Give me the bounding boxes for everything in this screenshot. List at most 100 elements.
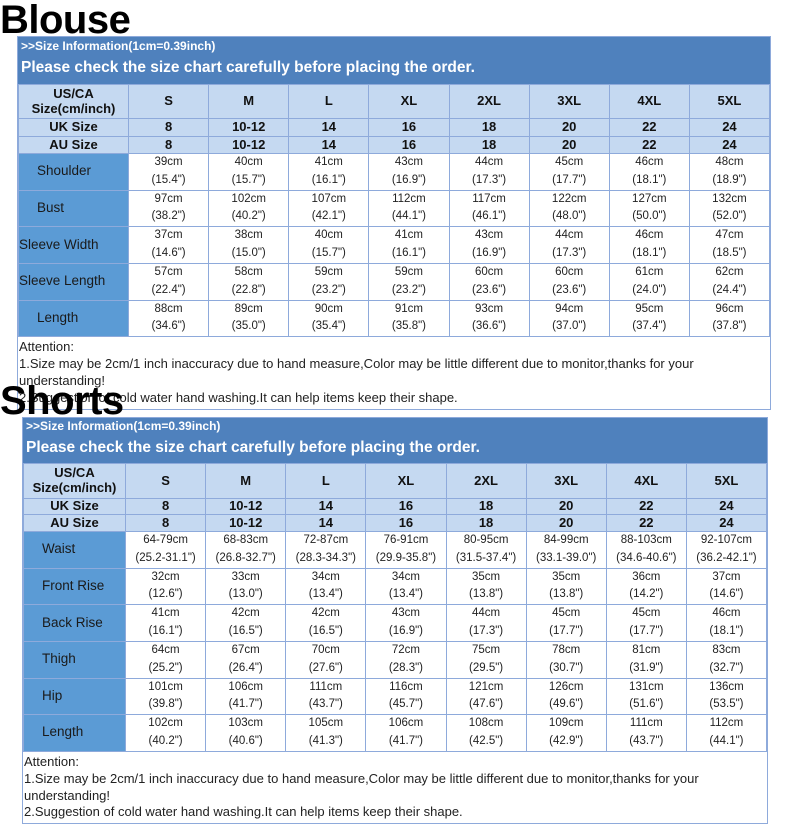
attention-heading: Attention: — [24, 753, 79, 769]
measurement-cell: 46cm (18.1") — [685, 604, 768, 642]
measurement-cell: 37cm (14.6") — [685, 567, 768, 606]
inch-value: (47.6") — [469, 698, 504, 711]
cm-value: 60cm — [555, 265, 584, 278]
cm-value: 38cm — [234, 229, 263, 242]
size-row-label: AU Size — [23, 514, 126, 532]
cm-value: 103cm — [228, 717, 263, 730]
measurement-cell: 105cm (41.3") — [285, 714, 367, 752]
cm-value: 64cm — [151, 643, 180, 656]
table-row: Length 88cm (34.6") 89cm (35.0") 90cm (35.4") 9… — [18, 299, 771, 338]
cm-value: 78cm — [552, 643, 581, 656]
inch-value: (18.1") — [632, 173, 667, 186]
measurement-cell: 80-95cm (31.5-37.4") — [445, 531, 527, 569]
attention-line: 2.Suggestion of cold water hand washing.… — [24, 804, 463, 820]
size-cell: 8 — [127, 118, 210, 137]
inch-value: (23.6") — [472, 283, 507, 296]
measurement-cell: 91cm (35.8") — [368, 299, 450, 338]
measurement-cell: 108cm (42.5") — [445, 714, 527, 752]
measurement-cell: 41cm (16.1") — [288, 153, 370, 191]
inch-value: (22.4") — [151, 283, 186, 296]
measurement-cell: 84-99cm (33.1-39.0") — [525, 531, 607, 569]
measurement-cell: 117cm (46.1") — [448, 189, 530, 228]
cm-value: 59cm — [394, 265, 423, 278]
inch-value: (38.2") — [151, 210, 186, 223]
inch-value: (40.6") — [228, 734, 263, 747]
size-cell: 18 — [445, 514, 527, 532]
inch-value: (18.1") — [632, 247, 667, 260]
cm-value: 70cm — [311, 643, 340, 656]
inch-value: (35.0") — [231, 320, 266, 333]
table-row: Sleeve Length 57cm (22.4") 58cm (22.8") 59cm (… — [18, 262, 771, 301]
inch-value: (40.2") — [231, 210, 266, 223]
inch-value: (17.7") — [629, 625, 664, 638]
cm-value: 42cm — [311, 607, 340, 620]
size-cell: 18 — [448, 136, 530, 154]
measurement-cell: 57cm (22.4") — [127, 262, 210, 301]
size-cell: 24 — [688, 136, 771, 154]
inch-value: (15.4") — [151, 173, 186, 186]
measurement-cell: 46cm (18.1") — [608, 153, 690, 191]
measurement-cell: 35cm (13.8") — [445, 567, 527, 606]
size-cell: 10-12 — [205, 498, 287, 515]
cm-value: 102cm — [231, 192, 266, 205]
cm-value: 111cm — [629, 717, 663, 730]
cm-value: 45cm — [555, 156, 584, 168]
measurement-cell: 60cm (23.6") — [528, 262, 610, 301]
measurement-cell: 38cm (15.0") — [208, 226, 290, 264]
inch-value: (16.5") — [228, 625, 263, 638]
cm-value: 59cm — [314, 265, 343, 278]
inch-value: (32.7") — [709, 661, 744, 674]
measurement-label: Hip — [23, 677, 126, 716]
inch-value: (41.3") — [308, 734, 343, 747]
size-cell: 16 — [368, 136, 450, 154]
cm-value: 112cm — [709, 717, 744, 730]
inch-value: (42.9") — [549, 734, 584, 747]
inch-value: (43.7") — [629, 734, 664, 747]
measurement-cell: 39cm (15.4") — [127, 153, 210, 191]
size-cell: 24 — [685, 514, 768, 532]
size-cell: 24 — [685, 498, 768, 515]
cm-value: 106cm — [388, 717, 424, 730]
cm-value: 44cm — [472, 607, 501, 620]
size-cell: 3XL — [525, 463, 607, 499]
measurement-cell: 102cm (40.2") — [208, 189, 290, 228]
inch-value: (34.6") — [151, 320, 186, 333]
cm-value: 76-91cm — [383, 534, 429, 546]
inch-value: (12.6") — [148, 588, 183, 601]
size-cell: 20 — [528, 136, 610, 154]
measurement-cell: 89cm (35.0") — [208, 299, 290, 338]
inch-value: (39.8") — [148, 698, 183, 711]
measurement-cell: 90cm (35.4") — [288, 299, 370, 338]
measurement-cell: 43cm (16.9") — [448, 226, 530, 264]
size-row: AU Size 8 10-12 14 16 18 20 22 24 — [18, 136, 771, 154]
measurement-cell: 64cm (25.2") — [124, 640, 207, 679]
measurement-cell: 67cm (26.4") — [205, 640, 287, 679]
inch-value: (14.2") — [629, 588, 664, 601]
cm-value: 43cm — [475, 229, 504, 242]
measurement-cell: 45cm (17.7") — [605, 604, 687, 642]
measurement-cell: 122cm (48.0") — [528, 189, 610, 228]
size-cell: 4XL — [608, 84, 690, 119]
shorts-size-chart: >>Size Information(1cm=0.39inch) Please … — [22, 417, 768, 824]
cm-value: 92-107cm — [700, 534, 752, 546]
cm-value: 88cm — [154, 302, 183, 315]
inch-value: (51.6") — [629, 698, 664, 711]
table-row: Length 102cm (40.2") 103cm (40.6") 105cm (41.3… — [23, 714, 768, 752]
inch-value: (30.7") — [549, 661, 584, 674]
table-row: Bust 97cm (38.2") 102cm (40.2") 107cm (42.1") 1… — [18, 189, 771, 228]
measurement-cell: 34cm (13.4") — [285, 567, 367, 606]
inch-value: (16.9") — [472, 247, 507, 260]
size-cell: 2XL — [448, 84, 530, 119]
table-row: Thigh 64cm (25.2") 67cm (26.4") 70cm (27.6") 72… — [23, 640, 768, 679]
inch-value: (29.9-35.8") — [375, 551, 437, 564]
measurement-cell: 61cm (24.0") — [608, 262, 690, 301]
attention-notes: Attention: 1.Size may be 2cm/1 inch inacc… — [18, 337, 770, 409]
measurement-cell: 59cm (23.2") — [288, 262, 370, 301]
cm-value: 102cm — [148, 717, 183, 730]
attention-line: 1.Size may be 2cm/1 inch inaccuracy due … — [24, 770, 699, 803]
measurement-cell: 42cm (16.5") — [285, 604, 367, 642]
size-cell: 18 — [445, 498, 527, 515]
inch-value: (13.8") — [469, 588, 504, 601]
cm-value: 35cm — [472, 570, 501, 583]
size-cell: 20 — [525, 514, 607, 532]
